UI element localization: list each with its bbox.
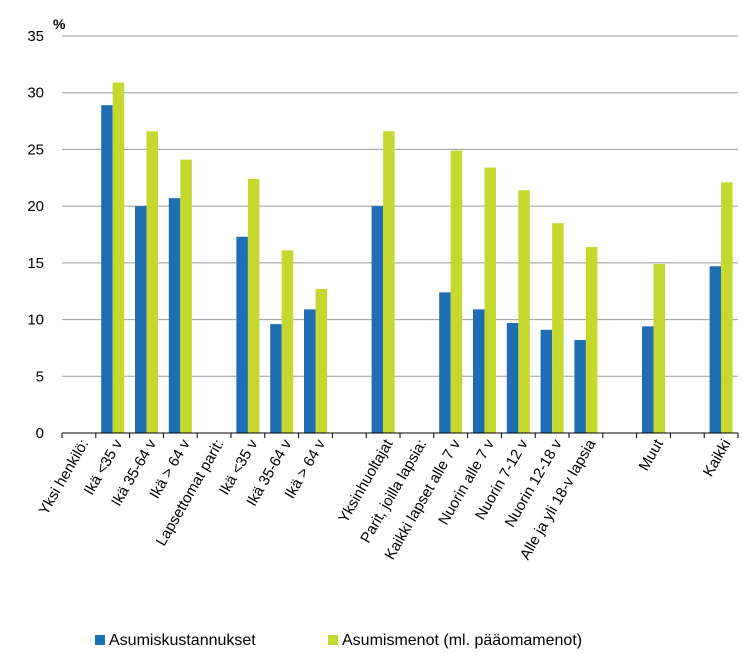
bar-asumiskustannukset (642, 326, 654, 433)
y-tick-label: 25 (27, 141, 44, 158)
bar-asumiskustannukset (304, 309, 316, 433)
bar-asumismenot (383, 131, 395, 433)
bar-asumismenot (315, 288, 327, 433)
bar-asumismenot (247, 178, 260, 433)
bar-asumiskustannukset (506, 322, 519, 433)
legend: Asumiskustannukset Asumismenot (ml. pääom… (95, 632, 582, 649)
legend-label: Asumiskustannukset (109, 632, 256, 649)
y-unit-label: % (53, 16, 66, 32)
bar-asumismenot (518, 190, 530, 433)
bar-asumiskustannukset (270, 324, 282, 433)
x-axis-ticks (61, 433, 739, 438)
y-tick-label: 35 (27, 28, 44, 45)
bar-asumiskustannukset (574, 339, 586, 433)
bar-asumiskustannukset (101, 105, 113, 433)
bar-asumismenot (585, 246, 598, 433)
legend-swatch (328, 635, 338, 645)
bar-asumismenot (180, 159, 192, 433)
y-tick-label: 5 (36, 368, 44, 385)
bar-asumiskustannukset (135, 206, 147, 433)
legend-label: Asumismenot (ml. pääomamenot) (342, 632, 582, 649)
x-category-label: Kaikki (700, 437, 735, 480)
bar-asumismenot (450, 150, 463, 433)
legend-swatch (95, 635, 105, 645)
bar-asumismenot (146, 131, 158, 433)
bar-asumismenot (484, 167, 496, 433)
bar-asumismenot (653, 263, 665, 433)
x-category-label: Muut (636, 436, 668, 474)
y-tick-label: 20 (27, 198, 44, 215)
x-category-label: Yksi henkilö: (36, 437, 93, 518)
bar-asumiskustannukset (540, 329, 553, 433)
bar-asumismenot (281, 250, 294, 433)
y-tick-label: 0 (36, 425, 44, 442)
bar-asumismenot (112, 82, 125, 434)
bar-asumismenot (721, 182, 733, 433)
bar-asumismenot (552, 223, 564, 433)
bar-asumiskustannukset (709, 266, 722, 433)
bar-asumiskustannukset (236, 236, 248, 433)
y-tick-label: 30 (27, 85, 44, 102)
y-tick-label: 15 (27, 255, 44, 272)
gridlines (62, 35, 738, 377)
y-axis-tick-labels: 0 5 10 15 20 25 30 35 (27, 28, 44, 442)
bar-asumiskustannukset (439, 292, 451, 433)
bars (101, 82, 733, 434)
bar-asumiskustannukset (168, 198, 181, 433)
bar-asumiskustannukset (473, 309, 485, 433)
y-tick-label: 10 (27, 312, 44, 329)
bar-asumiskustannukset (371, 206, 384, 433)
